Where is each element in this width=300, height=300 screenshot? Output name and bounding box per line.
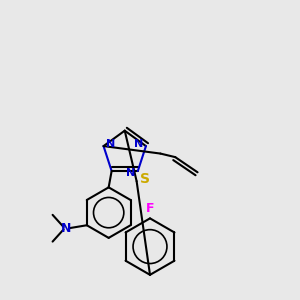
Text: S: S xyxy=(140,172,151,186)
Text: N: N xyxy=(106,139,116,149)
Text: N: N xyxy=(61,222,71,235)
Text: F: F xyxy=(146,202,154,215)
Text: N: N xyxy=(134,139,143,149)
Text: N: N xyxy=(126,168,135,178)
